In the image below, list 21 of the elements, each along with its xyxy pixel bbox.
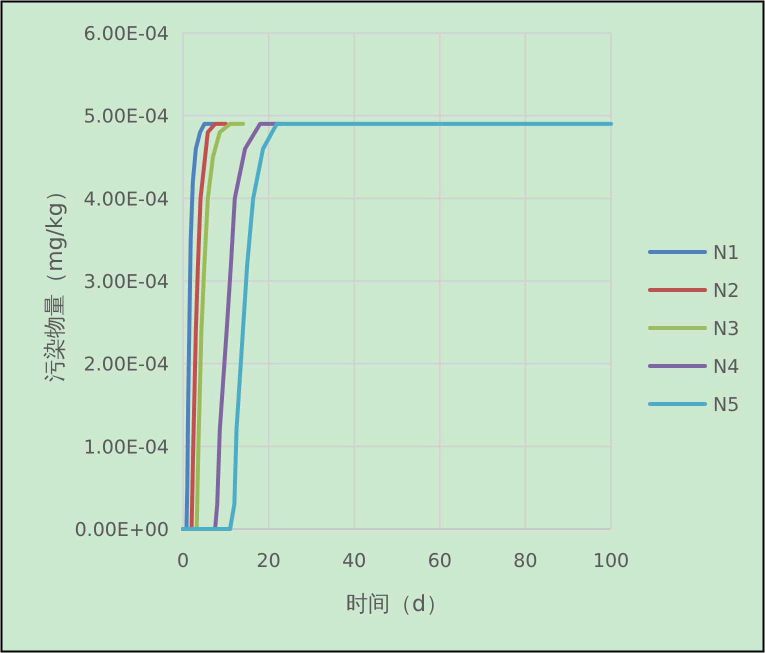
y-tick-label: 0.00E+00 (74, 519, 169, 541)
x-axis-title: 时间（d） (346, 592, 448, 617)
y-tick-label: 6.00E-04 (84, 23, 169, 45)
y-tick-label: 4.00E-04 (84, 188, 169, 210)
y-axis-title: 污染物量（mg/kg） (43, 180, 68, 382)
legend-label: N2 (713, 280, 740, 302)
legend-label: N5 (713, 394, 740, 416)
x-tick-label: 40 (342, 550, 366, 572)
y-tick-label: 1.00E-04 (84, 436, 169, 458)
y-tick-label: 2.00E-04 (84, 354, 169, 376)
x-tick-label: 0 (176, 550, 190, 572)
legend-label: N4 (713, 356, 740, 378)
y-tick-label: 5.00E-04 (84, 106, 169, 128)
x-tick-label: 60 (428, 550, 452, 572)
x-tick-label: 80 (513, 550, 538, 572)
y-tick-label: 3.00E-04 (84, 271, 169, 293)
x-tick-label: 20 (256, 550, 281, 572)
legend-label: N3 (713, 318, 740, 340)
legend-label: N1 (713, 242, 740, 264)
line-series (181, 122, 613, 531)
x-tick-label: 100 (592, 550, 630, 572)
